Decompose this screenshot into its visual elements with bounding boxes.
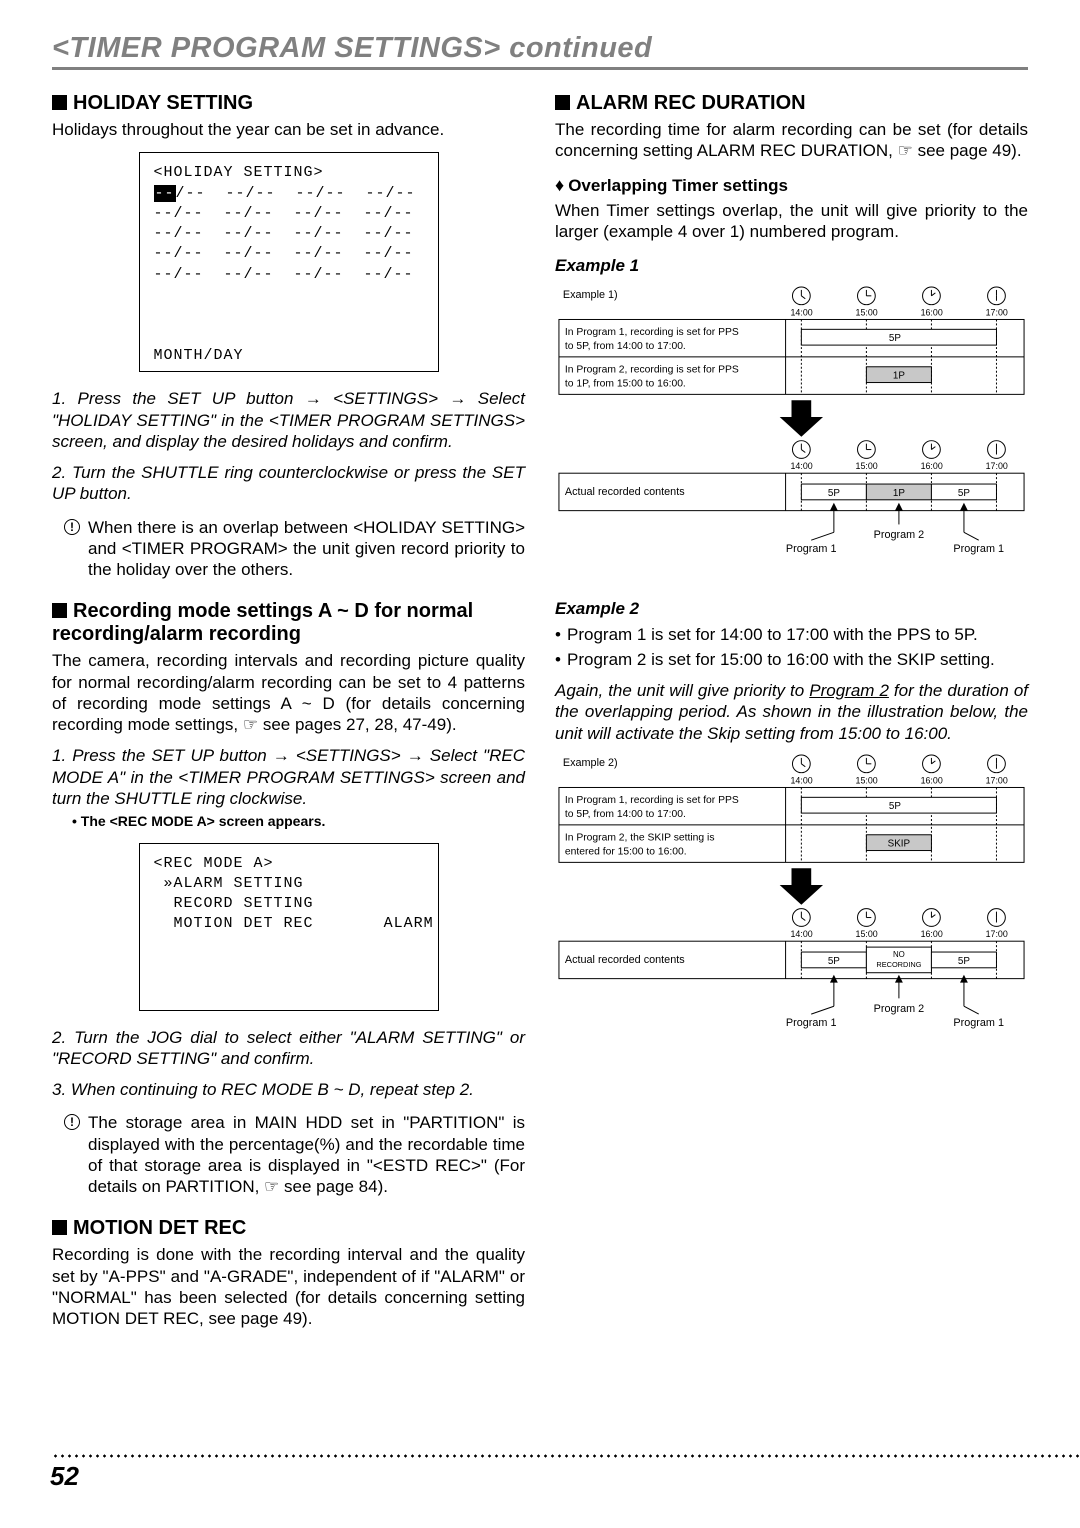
svg-text:to 5P, from 14:00 to 17:00.: to 5P, from 14:00 to 17:00. bbox=[565, 809, 686, 820]
ex2-note: Again, the unit will give priority to Pr… bbox=[555, 680, 1028, 744]
svg-text:16:00: 16:00 bbox=[921, 307, 943, 317]
svg-text:16:00: 16:00 bbox=[921, 775, 943, 785]
svg-text:Program 1: Program 1 bbox=[786, 543, 837, 555]
example1-heading: Example 1 bbox=[555, 255, 1028, 276]
svg-text:to 1P, from 15:00 to 16:00.: to 1P, from 15:00 to 16:00. bbox=[565, 378, 686, 389]
svg-text:15:00: 15:00 bbox=[856, 461, 878, 471]
right-column: ALARM REC DURATION The recording time fo… bbox=[555, 92, 1028, 1333]
caution-icon: ! bbox=[64, 519, 80, 535]
motion-heading: MOTION DET REC bbox=[52, 1217, 525, 1240]
svg-text:17:00: 17:00 bbox=[986, 775, 1008, 785]
recmode-note: ! The storage area in MAIN HDD set in "P… bbox=[52, 1112, 525, 1197]
svg-text:16:00: 16:00 bbox=[921, 461, 943, 471]
recmode-step3: 3. When continuing to REC MODE B ~ D, re… bbox=[52, 1079, 525, 1100]
overlap-heading: ♦Overlapping Timer settings bbox=[555, 174, 1028, 197]
page-number: 52 bbox=[50, 1461, 79, 1492]
svg-text:5P: 5P bbox=[828, 488, 840, 499]
holiday-step2: 2. Turn the SHUTTLE ring counterclockwis… bbox=[52, 462, 525, 505]
recmode-heading: Recording mode settings A ~ D for normal… bbox=[52, 600, 525, 646]
holiday-intro: Holidays throughout the year can be set … bbox=[52, 119, 525, 140]
svg-text:14:00: 14:00 bbox=[791, 461, 813, 471]
svg-text:to 5P, from 14:00 to 17:00.: to 5P, from 14:00 to 17:00. bbox=[565, 341, 686, 352]
svg-text:16:00: 16:00 bbox=[921, 929, 943, 939]
svg-text:In Program 1, recording is set: In Program 1, recording is set for PPS bbox=[565, 795, 739, 806]
svg-text:Program 2: Program 2 bbox=[874, 1003, 925, 1015]
recmode-bullet: • The <REC MODE A> screen appears. bbox=[52, 813, 525, 831]
holiday-heading: HOLIDAY SETTING bbox=[52, 92, 525, 115]
caution-icon: ! bbox=[64, 1114, 80, 1130]
example2-heading: Example 2 bbox=[555, 598, 1028, 619]
svg-text:Program 1: Program 1 bbox=[953, 543, 1004, 555]
svg-text:In Program 2, recording is set: In Program 2, recording is set for PPS bbox=[565, 364, 739, 375]
svg-text:Actual recorded contents: Actual recorded contents bbox=[565, 486, 685, 498]
svg-text:Program 2: Program 2 bbox=[874, 529, 925, 541]
diagram-example1: Example 1) 14:00 15:00 16:00 17:00 In Progr… bbox=[555, 284, 1028, 580]
svg-text:15:00: 15:00 bbox=[856, 775, 878, 785]
svg-text:14:00: 14:00 bbox=[791, 307, 813, 317]
svg-text:15:00: 15:00 bbox=[856, 307, 878, 317]
holiday-note: ! When there is an overlap between <HOLI… bbox=[52, 517, 525, 581]
svg-text:17:00: 17:00 bbox=[986, 929, 1008, 939]
svg-text:In Program 2, the SKIP setting: In Program 2, the SKIP setting is bbox=[565, 833, 715, 844]
svg-text:Program 1: Program 1 bbox=[953, 1017, 1004, 1029]
ex2-bullet2: Program 2 is set for 15:00 to 16:00 with… bbox=[555, 649, 1028, 670]
footer-dotline bbox=[52, 1454, 1080, 1458]
svg-text:17:00: 17:00 bbox=[986, 461, 1008, 471]
svg-text:Program 1: Program 1 bbox=[786, 1017, 837, 1029]
diagram-example2: Example 2) 14:00 15:00 16:00 17:00 In Progr… bbox=[555, 752, 1028, 1057]
svg-text:5P: 5P bbox=[828, 956, 840, 967]
holiday-screen-box: <HOLIDAY SETTING> --/-- --/-- --/-- --/-… bbox=[139, 152, 439, 372]
left-column: HOLIDAY SETTING Holidays throughout the … bbox=[52, 92, 525, 1333]
recmode-screen-box: <REC MODE A> »ALARM SETTING RECORD SETTI… bbox=[139, 843, 439, 1011]
svg-text:5P: 5P bbox=[958, 488, 970, 499]
svg-text:NO: NO bbox=[893, 950, 905, 959]
alarm-para: The recording time for alarm recording c… bbox=[555, 119, 1028, 162]
svg-text:entered for 15:00 to 16:00.: entered for 15:00 to 16:00. bbox=[565, 846, 687, 857]
svg-text:In Program 1, recording is set: In Program 1, recording is set for PPS bbox=[565, 327, 739, 338]
ex2-bullet1: Program 1 is set for 14:00 to 17:00 with… bbox=[555, 624, 1028, 645]
svg-text:14:00: 14:00 bbox=[791, 775, 813, 785]
svg-text:RECORDING: RECORDING bbox=[876, 960, 921, 969]
svg-text:5P: 5P bbox=[889, 801, 901, 812]
svg-text:1P: 1P bbox=[893, 488, 905, 499]
overlap-para: When Timer settings overlap, the unit wi… bbox=[555, 200, 1028, 243]
svg-text:1P: 1P bbox=[893, 370, 905, 381]
motion-para: Recording is done with the recording int… bbox=[52, 1244, 525, 1329]
page-title: <TIMER PROGRAM SETTINGS> continued bbox=[52, 32, 1028, 70]
recmode-step2: 2. Turn the JOG dial to select either "A… bbox=[52, 1027, 525, 1070]
svg-text:Example 1): Example 1) bbox=[563, 289, 618, 301]
alarm-heading: ALARM REC DURATION bbox=[555, 92, 1028, 115]
recmode-para: The camera, recording intervals and reco… bbox=[52, 650, 525, 735]
svg-text:5P: 5P bbox=[889, 333, 901, 344]
svg-text:15:00: 15:00 bbox=[856, 929, 878, 939]
holiday-step1: 1. Press the SET UP button → <SETTINGS> … bbox=[52, 388, 525, 452]
svg-text:14:00: 14:00 bbox=[791, 929, 813, 939]
svg-text:17:00: 17:00 bbox=[986, 307, 1008, 317]
svg-text:SKIP: SKIP bbox=[888, 838, 911, 849]
svg-text:5P: 5P bbox=[958, 956, 970, 967]
svg-text:Actual recorded contents: Actual recorded contents bbox=[565, 954, 685, 966]
svg-text:Example 2): Example 2) bbox=[563, 757, 618, 769]
recmode-step1: 1. Press the SET UP button → <SETTINGS> … bbox=[52, 745, 525, 809]
